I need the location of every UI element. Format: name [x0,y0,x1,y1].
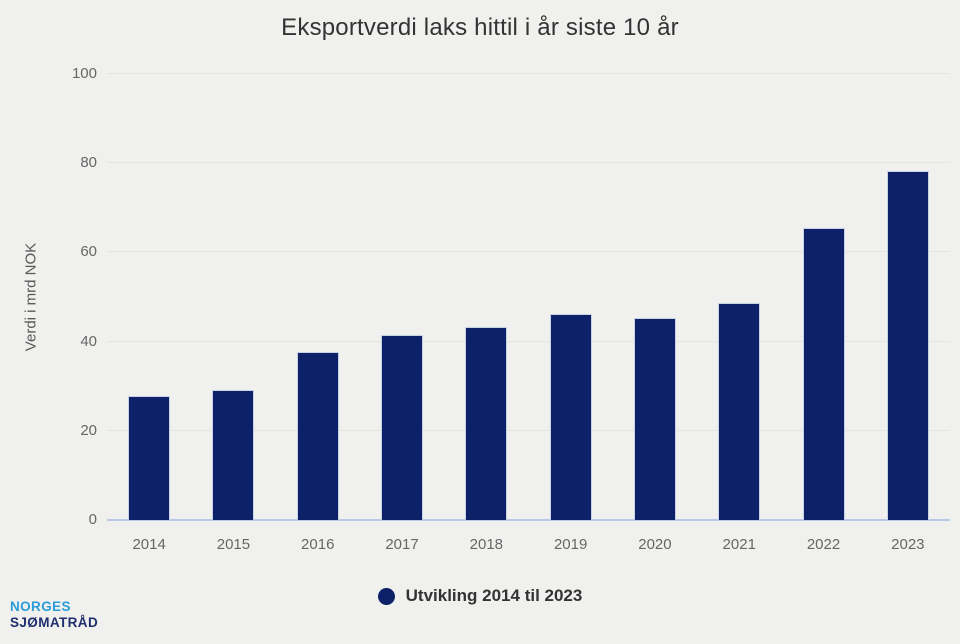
gridline-60 [107,251,950,253]
norges-sjomatrad-logo: NORGES SJØMATRÅD [10,599,98,631]
x-tick-label-2020: 2020 [638,536,672,553]
legend-item[interactable]: Utvikling 2014 til 2023 [377,586,583,606]
y-tick-label-0: 0 [88,511,97,528]
gridline-20 [107,429,950,431]
bar-2020 [633,318,676,520]
x-tick-label-2021: 2021 [722,536,756,553]
x-tick-label-2016: 2016 [301,536,335,553]
plot-area [107,73,950,521]
x-tick-label-2022: 2022 [806,536,841,553]
legend-marker-circle [377,587,395,605]
x-tick-label-2023: 2023 [891,536,925,553]
bar-2017 [381,335,424,520]
y-tick-label-20: 20 [80,421,97,439]
y-tick-label-80: 80 [80,154,97,172]
gridline-100 [107,73,950,74]
logo-line-2: SJØMATRÅD [10,615,99,630]
chart-title: Eksportverdi laks hittil i år siste 10 å… [281,14,679,41]
legend-label: Utvikling 2014 til 2023 [405,586,583,605]
bar-2015 [212,390,255,520]
bar-2014 [128,396,171,520]
y-tick-label-100: 100 [71,65,97,82]
x-tick-label-2017: 2017 [385,536,419,553]
x-tick-label-2014: 2014 [132,536,166,553]
bar-2023 [886,171,929,520]
legend: Utvikling 2014 til 2023 [0,586,960,606]
gridline-40 [107,340,950,342]
y-tick-label-40: 40 [80,332,97,350]
y-tick-label-60: 60 [80,243,97,261]
x-tick-label-2018: 2018 [469,536,504,553]
bar-2022 [802,228,845,520]
bar-2019 [549,314,592,520]
logo-line-1: NORGES [10,599,71,614]
x-tick-label-2019: 2019 [553,536,588,553]
x-tick-label-2015: 2015 [216,536,251,553]
gridline-80 [107,162,950,164]
bar-2021 [718,303,761,520]
bar-2016 [296,352,339,520]
bar-2018 [465,327,508,520]
x-axis-line [107,519,950,521]
